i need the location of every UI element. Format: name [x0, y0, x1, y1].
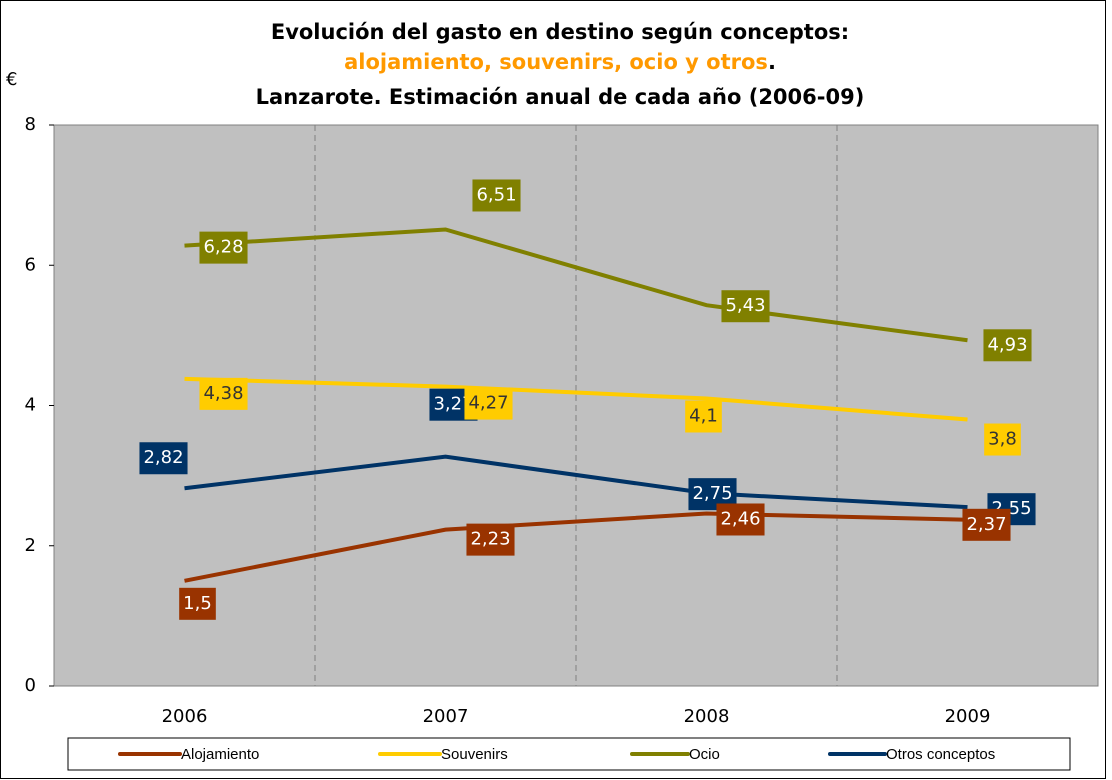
- y-axis-label: €: [6, 69, 17, 90]
- y-tick-label: 4: [25, 395, 36, 416]
- x-tick-label: 2006: [162, 706, 208, 727]
- series-line: [184, 227, 968, 343]
- legend-label: Ocio: [689, 746, 720, 763]
- y-tick-label: 2: [25, 535, 36, 556]
- series-line: [184, 376, 968, 422]
- chart-subtitle-2: Lanzarote. Estimación anual de cada año …: [256, 85, 865, 109]
- data-label: 4,38: [199, 377, 248, 410]
- data-label: 5,43: [721, 290, 770, 323]
- data-label-box: [179, 587, 216, 620]
- data-label-box: [962, 508, 1011, 541]
- data-label-text: 4,38: [203, 383, 243, 404]
- y-tick-label: 0: [25, 675, 36, 696]
- y-tick-label: 8: [25, 114, 36, 135]
- data-label-text: 3,8: [988, 429, 1017, 450]
- data-label: 2,37: [962, 508, 1011, 541]
- data-label-text: 4,1: [689, 405, 718, 426]
- data-label-box: [466, 523, 515, 556]
- legend: [67, 737, 1071, 771]
- legend-label: Alojamiento: [181, 746, 259, 763]
- data-label: 2,82: [139, 442, 188, 475]
- data-label: 2,23: [466, 523, 515, 556]
- data-label: 4,27: [464, 387, 513, 420]
- x-tick-label: 2009: [945, 706, 991, 727]
- legend-label: Otros conceptos: [886, 746, 995, 763]
- chart-title: Evolución del gasto en destino según con…: [271, 20, 849, 44]
- x-tick-label: 2007: [423, 706, 469, 727]
- data-label-text: 3,27: [433, 394, 473, 415]
- data-label-text: 2,23: [470, 529, 510, 550]
- data-label: 2,46: [716, 503, 765, 536]
- data-label-text: 4,27: [468, 393, 508, 414]
- data-label-box: [472, 179, 521, 212]
- data-label-box: [984, 423, 1021, 456]
- data-label-box: [199, 231, 248, 264]
- data-label-box: [983, 329, 1032, 362]
- subtitle-end: .: [768, 50, 776, 74]
- category-separators: [314, 125, 838, 686]
- data-label-box: [685, 400, 722, 433]
- data-label-text: 1,5: [183, 593, 212, 614]
- x-tick-label: 2008: [684, 706, 730, 727]
- data-label-box: [139, 442, 188, 475]
- data-label: 6,28: [199, 231, 248, 264]
- legend-label: Souvenirs: [441, 746, 508, 763]
- subtitle-highlight: alojamiento, souvenirs, ocio y otros: [344, 50, 768, 74]
- data-label-text: 5,43: [725, 295, 765, 316]
- data-label-text: 2,46: [720, 508, 760, 529]
- chart-subtitle: alojamiento, souvenirs, ocio y otros.: [344, 50, 776, 74]
- data-label: 6,51: [472, 179, 521, 212]
- series-line: [184, 511, 968, 583]
- data-label-text: 2,37: [966, 514, 1006, 535]
- data-label: 1,5: [179, 587, 216, 620]
- data-label-box: [716, 503, 765, 536]
- data-label-text: 6,28: [203, 237, 243, 258]
- data-label: 4,1: [685, 400, 722, 433]
- y-tick-label: 6: [25, 254, 36, 275]
- data-label-text: 2,75: [692, 483, 732, 504]
- series-line: [184, 454, 968, 510]
- data-label-box: [721, 290, 770, 323]
- data-label: 4,93: [983, 329, 1032, 362]
- data-label-box: [199, 377, 248, 410]
- data-label: 3,8: [984, 423, 1021, 456]
- data-label-box: [464, 387, 513, 420]
- data-label-text: 4,93: [987, 334, 1027, 355]
- data-label-text: 6,51: [476, 184, 516, 205]
- data-label-text: 2,82: [143, 447, 183, 468]
